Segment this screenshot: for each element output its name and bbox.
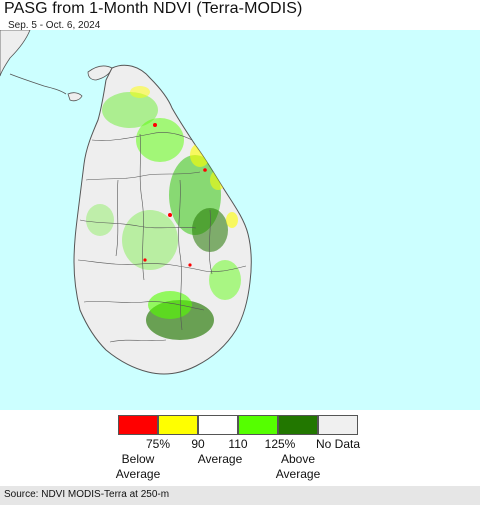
legend-average-line: Average [197, 452, 243, 466]
legend-below-line1: Below [121, 452, 155, 466]
map-title: PASG from 1-Month NDVI (Terra-MODIS) [4, 0, 303, 17]
legend-below-line2: Average [115, 467, 161, 481]
source-text: Source: NDVI MODIS-Terra at 250-m [4, 489, 170, 500]
legend-average: Average [198, 452, 242, 467]
legend-tick-125: 125% [264, 437, 296, 451]
legend-no-data-label: No Data [315, 437, 361, 451]
legend-swatch-red [118, 415, 158, 435]
legend-tick-75: 75% [145, 437, 171, 451]
sri-lanka-map [0, 30, 252, 375]
jaffna-peninsula [87, 65, 113, 81]
legend-swatch-nodata [318, 415, 358, 435]
legend: 75% 90 110 125% No Data Below Average Av… [0, 410, 480, 485]
legend-tick-90: 90 [191, 437, 205, 451]
district-borders [77, 132, 247, 343]
legend-swatch-darkgreen [278, 415, 318, 435]
legend-swatch-green [238, 415, 278, 435]
map-area [0, 30, 480, 410]
legend-below-average: Below Average [116, 452, 160, 482]
source-bar: Source: NDVI MODIS-Terra at 250-m [0, 486, 480, 505]
legend-swatch-yellow [158, 415, 198, 435]
legend-above-average: Above Average [276, 452, 320, 482]
island-outline [73, 64, 252, 375]
legend-above-line2: Average [275, 467, 321, 481]
legend-tick-110: 110 [228, 437, 248, 451]
date-range: Sep. 5 - Oct. 6, 2024 [8, 20, 101, 31]
legend-above-line1: Above [280, 452, 316, 466]
adams-bridge [9, 73, 67, 95]
india-coast [0, 30, 31, 77]
mannar-island [67, 92, 83, 102]
legend-swatch-white [198, 415, 238, 435]
